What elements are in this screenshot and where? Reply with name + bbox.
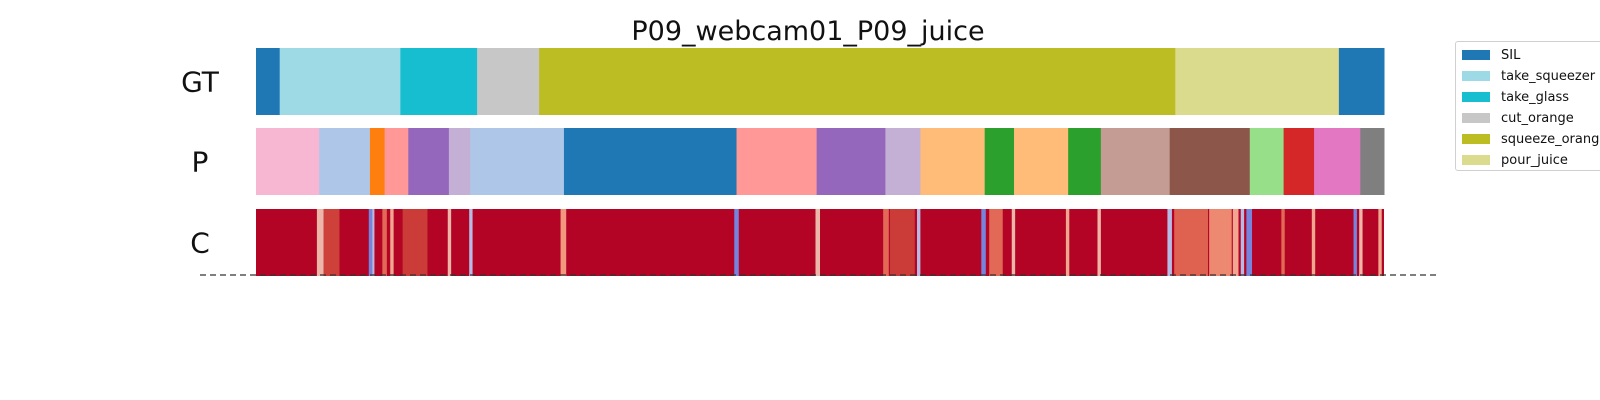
- segment-p: [1014, 128, 1069, 195]
- timeline-rows: GT P C: [181, 48, 1385, 276]
- legend-label: cut_orange: [1501, 110, 1574, 126]
- confidence-dip: [1378, 209, 1382, 276]
- segment-p: [470, 128, 565, 195]
- legend-swatch: [1462, 155, 1490, 165]
- segment-p: [1360, 128, 1385, 195]
- segment-p: [1068, 128, 1102, 195]
- legend-label: SIL: [1501, 47, 1521, 63]
- segment-p: [369, 128, 386, 195]
- confidence-dip: [889, 209, 915, 276]
- chart-title: P09_webcam01_P09_juice: [631, 16, 984, 47]
- segment-p: [984, 128, 1015, 195]
- confidence-dip: [1065, 209, 1070, 276]
- segment-gt: [1175, 48, 1340, 115]
- confidence-dip: [368, 209, 373, 276]
- row-c: C: [190, 209, 1384, 276]
- confidence-dip: [402, 209, 428, 276]
- confidence-dip: [323, 209, 340, 276]
- segment-p: [1169, 128, 1251, 195]
- legend-item-take-glass: take_glass: [1462, 89, 1569, 105]
- confidence-dip: [316, 209, 324, 276]
- legend-item-take-squeezer: take_squeezer: [1462, 68, 1595, 84]
- legend-item-cut-orange: cut_orange: [1462, 110, 1574, 126]
- segment-gt: [477, 48, 540, 115]
- confidence-dip: [382, 209, 387, 276]
- segment-p: [448, 128, 471, 195]
- legend: SIL take_squeezer take_glass cut_orange …: [1455, 41, 1600, 171]
- confidence-dip: [1240, 209, 1245, 276]
- legend-item-pour-juice: pour_juice: [1462, 152, 1568, 168]
- confidence-dip: [1353, 209, 1357, 276]
- segment-p: [885, 128, 921, 195]
- row-label-c: C: [190, 227, 210, 260]
- confidence-dip: [1246, 209, 1253, 276]
- segment-gt: [1338, 48, 1385, 115]
- confidence-dip: [1311, 209, 1316, 276]
- confidence-dip: [1097, 209, 1101, 276]
- segment-gt: [256, 48, 281, 115]
- legend-swatch: [1462, 50, 1490, 60]
- legend-swatch: [1462, 113, 1490, 123]
- confidence-dip: [1011, 209, 1016, 276]
- segment-p: [1249, 128, 1285, 195]
- confidence-dip: [981, 209, 986, 276]
- segment-p: [1314, 128, 1361, 195]
- confidence-dip: [734, 209, 739, 276]
- row-label-p: P: [192, 146, 209, 179]
- confidence-dip: [560, 209, 567, 276]
- confidence-dip: [917, 209, 921, 276]
- legend-label: take_squeezer: [1501, 68, 1596, 84]
- segment-p: [384, 128, 409, 195]
- legend-label: take_glass: [1501, 89, 1570, 105]
- confidence-dip: [372, 209, 375, 276]
- segment-p: [736, 128, 818, 195]
- segment-p: [319, 128, 371, 195]
- segment-p: [1283, 128, 1315, 195]
- confidence-dip: [390, 209, 394, 276]
- segment-p: [1100, 128, 1171, 195]
- confidence-dip: [1359, 209, 1363, 276]
- confidence-dip: [1209, 209, 1232, 276]
- legend-swatch: [1462, 134, 1490, 144]
- row-gt: GT: [181, 48, 1385, 115]
- segment-p: [816, 128, 886, 195]
- confidence-dip: [447, 209, 452, 276]
- segment-p: [408, 128, 450, 195]
- confidence-dip: [883, 209, 889, 276]
- confidence-dip: [469, 209, 473, 276]
- segment-gt: [279, 48, 401, 115]
- row-p: P: [192, 128, 1385, 195]
- row-label-gt: GT: [181, 66, 220, 99]
- legend-label: pour_juice: [1501, 152, 1568, 168]
- segment-gt: [539, 48, 1176, 115]
- segment-p: [920, 128, 986, 195]
- legend-label: squeeze_orange: [1501, 131, 1600, 147]
- confidence-dip: [989, 209, 1003, 276]
- legend-item-sil: SIL: [1462, 47, 1520, 63]
- legend-item-squeeze-orange: squeeze_orange: [1462, 131, 1600, 147]
- segment-gt: [400, 48, 478, 115]
- segment-p: [563, 128, 738, 195]
- confidence-dip: [1174, 209, 1209, 276]
- legend-swatch: [1462, 92, 1490, 102]
- segment-p: [256, 128, 320, 195]
- confidence-dip: [1167, 209, 1172, 276]
- legend-swatch: [1462, 71, 1490, 81]
- confidence-dip: [1281, 209, 1285, 276]
- confidence-dip: [1232, 209, 1239, 276]
- confidence-dip: [815, 209, 820, 276]
